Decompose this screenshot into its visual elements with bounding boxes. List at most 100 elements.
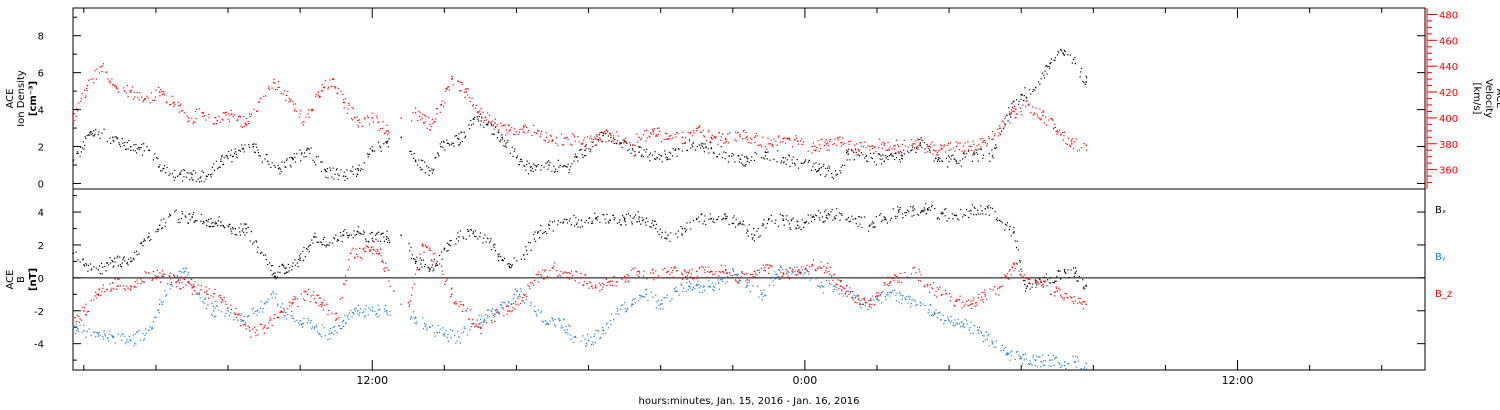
data-dot [520,258,522,260]
data-dot [913,299,915,301]
data-dot [636,270,639,273]
data-dot [954,158,956,161]
data-dot [114,84,116,86]
data-point [472,232,474,235]
data-dot [888,282,890,284]
data-dot [274,297,277,299]
data-dot [545,162,547,164]
data-dot [698,221,700,223]
data-dot [832,290,835,293]
data-dot [411,120,413,122]
data-point [357,231,359,233]
data-dot [747,235,750,237]
data-dot [101,71,103,73]
data-dot [315,156,317,158]
data-dot [871,295,874,297]
data-dot [442,140,445,143]
data-dot [952,147,955,149]
data-dot [586,136,589,138]
data-dot [386,230,388,232]
data-dot [1000,350,1002,352]
data-dot [342,234,344,236]
data-dot [1077,280,1079,282]
data-dot [986,331,988,333]
data-dot [899,272,901,275]
data-dot [1048,119,1050,121]
data-dot [144,240,146,242]
data-dot [1063,135,1065,137]
data-dot [267,301,269,303]
data-dot [591,141,593,143]
data-dot [239,116,241,118]
data-dot [372,240,374,242]
data-dot [1041,361,1043,363]
data-dot [105,270,107,272]
data-dot [792,271,794,273]
data-dot [655,223,657,225]
data-dot [514,301,517,303]
data-dot [509,152,511,154]
data-dot [426,165,428,167]
data-dot [241,230,243,232]
data-dot [739,136,741,138]
data-dot [124,260,126,262]
data-dot [79,261,81,263]
data-dot [366,245,369,248]
data-dot [631,305,633,307]
data-dot [625,310,628,312]
data-point [458,236,460,238]
data-dot [84,136,86,138]
data-dot [427,246,429,248]
data-dot [741,154,743,156]
data-dot [954,300,957,302]
data-dot [448,244,450,246]
data-dot [1082,279,1084,281]
data-dot [317,241,319,244]
data-dot [864,157,866,159]
data-dot [952,324,954,326]
data-point [357,119,359,122]
data-dot [935,290,937,293]
data-point [602,134,604,137]
data-dot [184,215,186,217]
data-dot [873,304,876,306]
data-dot [200,213,203,216]
data-dot [333,85,336,88]
data-dot [583,155,585,157]
data-dot [370,249,372,252]
data-dot [105,71,107,73]
data-dot [598,138,600,141]
data-dot [187,272,190,274]
data-dot [334,173,336,175]
data-dot [683,269,685,271]
data-point [548,224,550,226]
data-dot [935,150,937,152]
data-dot [228,223,230,226]
data-dot [424,114,426,116]
data-dot [675,131,678,134]
data-dot [839,136,841,138]
data-dot [158,166,160,168]
data-dot [316,326,318,328]
data-point [696,127,698,130]
data-dot [277,86,279,89]
data-dot [83,148,85,150]
data-point [761,293,763,296]
data-dot [790,277,792,279]
data-dot [601,140,603,143]
data-dot [415,260,417,263]
data-dot [453,302,456,304]
data-dot [448,142,450,145]
data-dot [687,288,689,291]
data-dot [727,272,729,274]
data-dot [415,159,417,161]
data-dot [1056,275,1058,278]
data-dot [367,240,369,242]
data-dot [273,78,275,80]
data-dot [918,268,920,271]
data-dot [762,157,765,159]
data-dot [731,222,733,225]
data-dot [81,92,83,95]
data-dot [135,331,138,333]
data-dot [814,150,816,152]
